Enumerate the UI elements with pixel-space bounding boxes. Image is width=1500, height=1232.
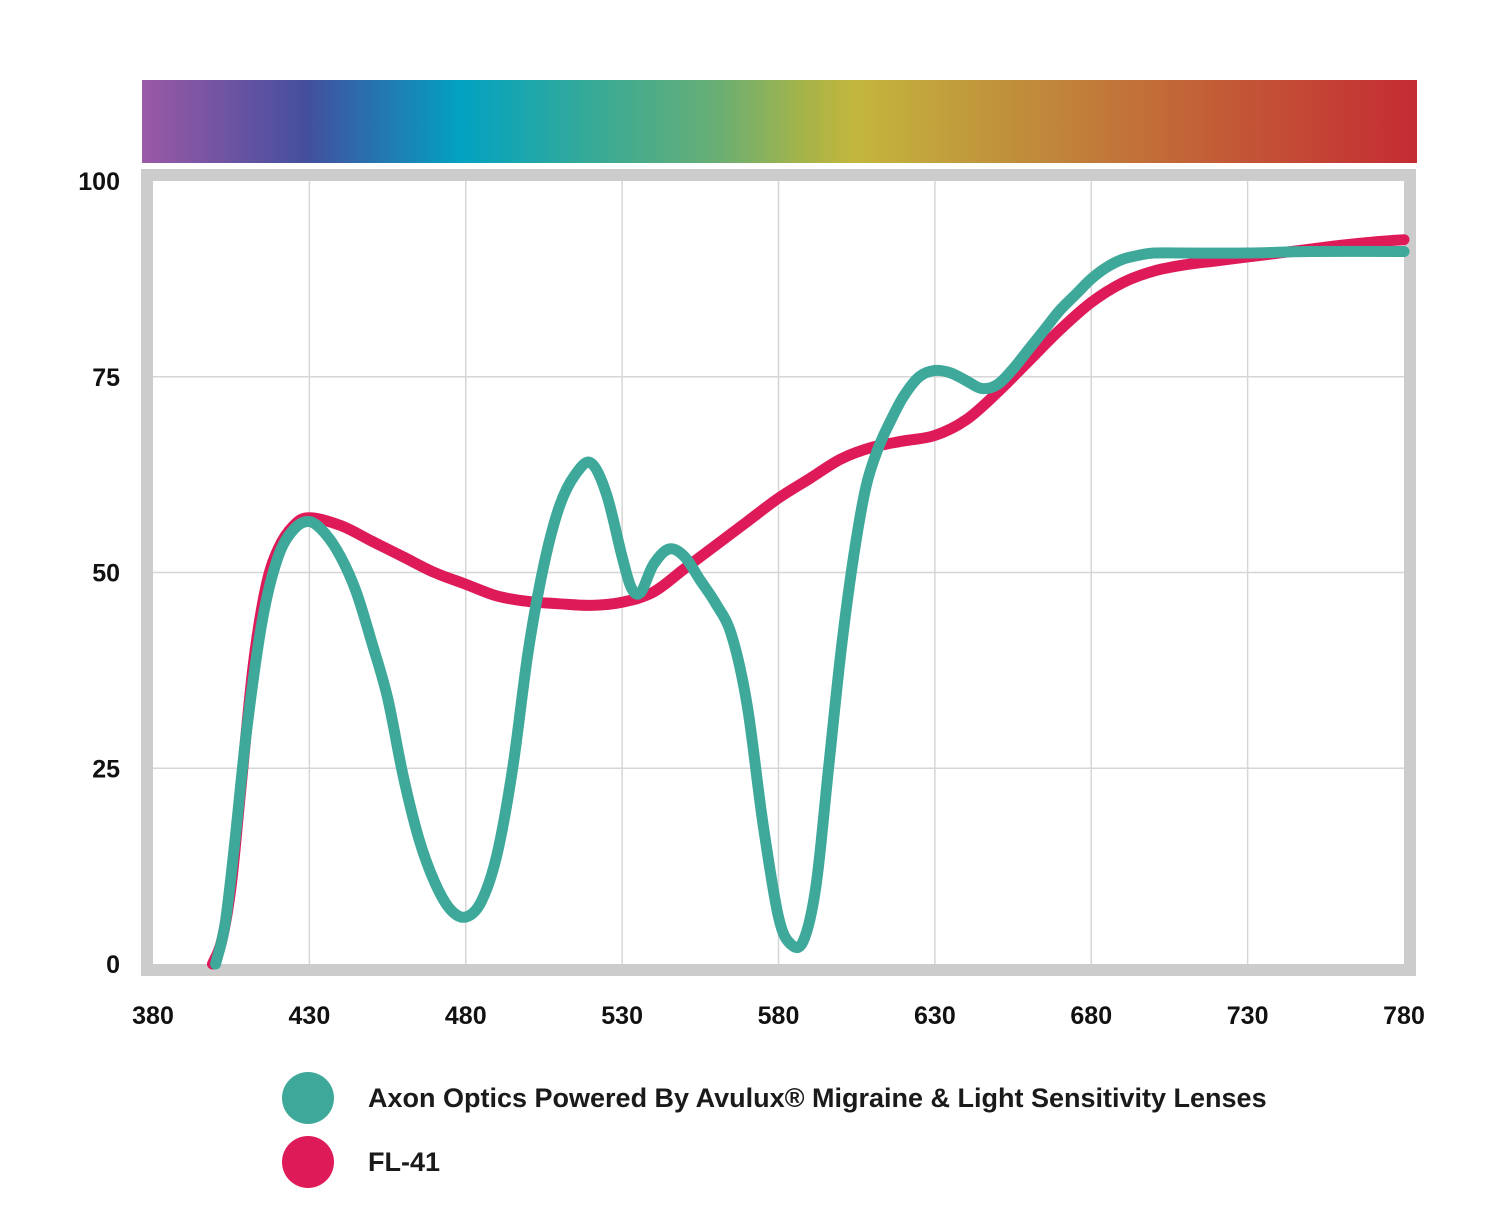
series-lines (206, 234, 1410, 970)
legend-swatch-axon (282, 1072, 334, 1124)
spectrum-bar (142, 80, 1417, 163)
y-tick-label: 0 (106, 951, 120, 979)
y-axis-ticks: 0 25 50 75 100 (78, 168, 120, 979)
x-axis-ticks: 380 430 480 530 580 630 680 730 780 (132, 1002, 1425, 1030)
x-tick-label: 530 (601, 1002, 643, 1030)
transmission-chart: 0 25 50 75 100 380 430 480 530 580 630 680 730 780 (78, 80, 1425, 1030)
x-tick-label: 580 (758, 1002, 800, 1030)
x-tick-label: 730 (1227, 1002, 1269, 1030)
legend-swatch-fl41 (282, 1136, 334, 1188)
legend-item-fl41: FL-41 (282, 1130, 1267, 1194)
x-tick-label: 430 (289, 1002, 331, 1030)
x-tick-label: 480 (445, 1002, 487, 1030)
y-tick-label: 50 (92, 560, 120, 588)
legend: Axon Optics Powered By Avulux® Migraine … (282, 1066, 1267, 1194)
y-tick-label: 25 (92, 755, 120, 783)
legend-label-axon: Axon Optics Powered By Avulux® Migraine … (368, 1082, 1267, 1113)
y-tick-label: 75 (92, 364, 120, 392)
series-line-axon (210, 245, 1410, 970)
x-tick-label: 380 (132, 1002, 174, 1030)
grid-lines (153, 181, 1404, 964)
y-tick-label: 100 (78, 168, 120, 196)
x-tick-label: 680 (1070, 1002, 1112, 1030)
x-tick-label: 780 (1383, 1002, 1425, 1030)
legend-label-fl41: FL-41 (368, 1146, 441, 1177)
legend-item-axon: Axon Optics Powered By Avulux® Migraine … (282, 1066, 1267, 1130)
x-tick-label: 630 (914, 1002, 956, 1030)
